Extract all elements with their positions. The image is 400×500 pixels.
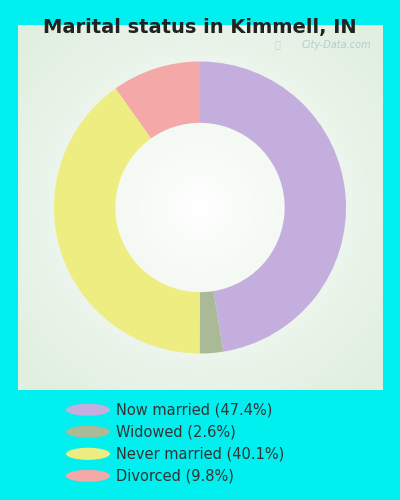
- Circle shape: [66, 404, 110, 416]
- Text: Never married (40.1%): Never married (40.1%): [116, 446, 284, 462]
- Circle shape: [66, 448, 110, 460]
- Text: City-Data.com: City-Data.com: [302, 40, 372, 50]
- Text: Marital status in Kimmell, IN: Marital status in Kimmell, IN: [43, 18, 357, 36]
- Text: Now married (47.4%): Now married (47.4%): [116, 402, 272, 417]
- Wedge shape: [54, 88, 200, 354]
- Wedge shape: [116, 62, 200, 138]
- Wedge shape: [200, 291, 223, 354]
- Wedge shape: [200, 62, 346, 352]
- Text: ⓘ: ⓘ: [274, 40, 280, 50]
- Circle shape: [66, 426, 110, 438]
- Text: Widowed (2.6%): Widowed (2.6%): [116, 424, 236, 440]
- Text: Divorced (9.8%): Divorced (9.8%): [116, 468, 234, 483]
- Circle shape: [66, 470, 110, 482]
